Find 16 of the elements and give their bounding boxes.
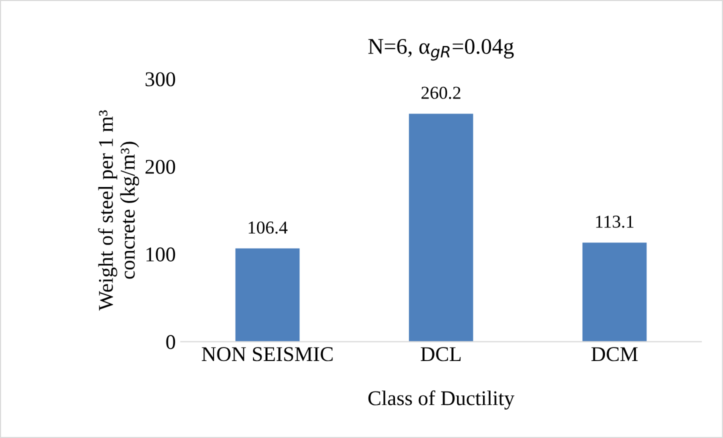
y-tick-label: 100 — [146, 247, 176, 262]
bar — [408, 114, 474, 342]
y-tick-label: 300 — [146, 72, 176, 86]
y-tick-label: 0 — [166, 335, 176, 350]
x-axis-title: Class of Ductility — [368, 390, 514, 410]
data-label: 113.1 — [596, 216, 634, 228]
y-tick-label: 200 — [146, 160, 176, 174]
x-tick-label: DCM — [591, 347, 638, 362]
bar — [235, 248, 300, 342]
data-label: 260.2 — [422, 86, 460, 100]
x-tick-label: DCL — [420, 347, 461, 362]
chart-title: N=6, α$_{gR}$=0.04g — [368, 38, 514, 61]
bar — [582, 242, 647, 342]
data-label: 106.4 — [248, 221, 288, 234]
y-axis-title: Weight of steel per 1 m³ concrete (kg/m³) — [98, 110, 140, 311]
x-tick-label: NON SEISMIC — [202, 347, 333, 362]
